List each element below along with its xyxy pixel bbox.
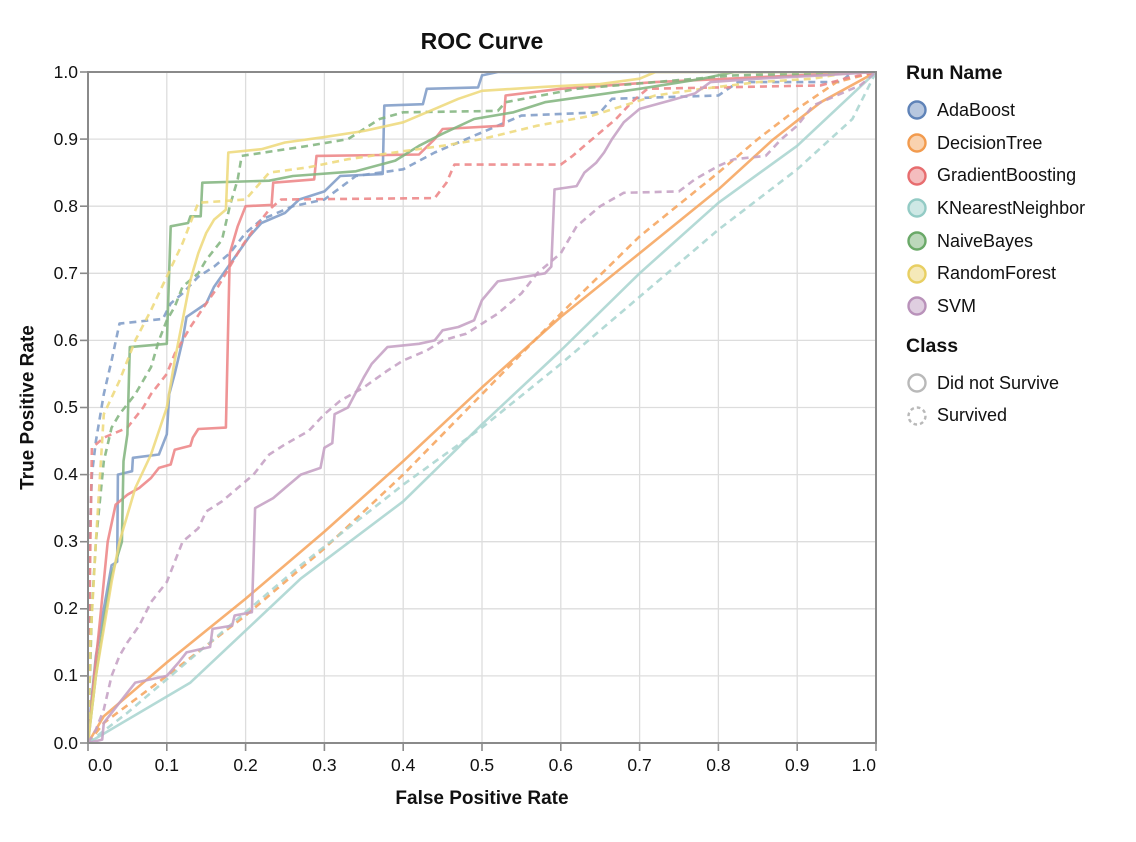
legend-class-item: Did not Survive (906, 367, 1131, 400)
legend-run-items: AdaBoost DecisionTree GradientBoosting KNea… (906, 94, 1131, 323)
legend-run-item: DecisionTree (906, 127, 1131, 160)
legend-run-item: SVM (906, 290, 1131, 323)
legend-run-item: AdaBoost (906, 94, 1131, 127)
y-tick-label: 0.8 (53, 195, 78, 216)
legend-class-item: Survived (906, 400, 1131, 433)
legend-swatch (907, 198, 927, 219)
x-tick-label: 0.1 (154, 755, 179, 775)
y-tick-label: 0.1 (53, 665, 78, 686)
legend-run-title: Run Name (906, 62, 1003, 84)
x-tick-label: 1.0 (851, 755, 876, 775)
legend-run-item: RandomForest (906, 257, 1131, 290)
roc-curve-naivebayes-survived (88, 72, 876, 743)
legend-swatch (907, 231, 927, 251)
legend-run-label: KNearestNeighbor (937, 197, 1086, 218)
legend-run-item: GradientBoosting (906, 159, 1131, 192)
roc-curve-adaboost-did-not-survive (88, 72, 876, 743)
roc-curve-decisiontree-did-not-survive (88, 72, 876, 743)
roc-curve-gradientboosting-survived (88, 72, 876, 743)
y-tick-label: 0.6 (53, 329, 78, 350)
x-tick-label: 0.8 (706, 755, 731, 775)
y-tick-label: 0.3 (53, 531, 78, 552)
legend-class-title: Class (906, 334, 959, 357)
x-tick-label: 0.3 (312, 755, 337, 775)
legend-run-label: GradientBoosting (937, 165, 1077, 186)
legend-swatch (907, 133, 927, 153)
roc-curves (88, 72, 876, 743)
y-tick-label: 0.5 (53, 397, 78, 417)
roc-curve-svm-did-not-survive (88, 72, 876, 743)
y-tick-label: 0.4 (53, 464, 78, 485)
plot-border (87, 71, 877, 744)
legend: Run Name AdaBoost DecisionTree GradientBoo… (906, 62, 1131, 432)
legend-swatch (907, 166, 927, 186)
legend-swatch (907, 373, 927, 393)
roc-curve-knearestneighbor-did-not-survive (88, 72, 876, 743)
y-tick-label: 0.9 (53, 128, 78, 149)
x-tick-label: 0.7 (627, 755, 652, 775)
roc-curve-randomforest-did-not-survive (88, 72, 876, 743)
roc-curve-knearestneighbor-survived (88, 72, 876, 743)
legend-class-label: Did not Survive (937, 372, 1060, 393)
roc-curve-adaboost-survived (88, 72, 876, 743)
y-axis-title: True Positive Rate (17, 325, 39, 490)
x-tick-label: 0.2 (233, 755, 258, 775)
x-tick-label: 0.0 (88, 755, 113, 775)
legend-class-items: Did not Survive Survived (906, 367, 1131, 432)
legend-run-item: NaiveBayes (906, 225, 1131, 258)
legend-class-label: Survived (937, 405, 1008, 426)
x-axis-title: False Positive Rate (395, 788, 569, 809)
roc-curve-decisiontree-survived (88, 72, 876, 743)
roc-curve-randomforest-survived (88, 72, 876, 743)
legend-swatch (907, 406, 927, 426)
roc-curve-svm-survived (88, 72, 876, 743)
y-tick-label: 0.2 (53, 598, 78, 619)
legend-swatch (907, 296, 927, 317)
legend-run-label: SVM (937, 295, 977, 316)
legend-run-label: AdaBoost (937, 99, 1016, 120)
legend-run-label: DecisionTree (937, 132, 1043, 153)
legend-swatch (907, 264, 927, 284)
x-tick-label: 0.9 (785, 755, 810, 775)
legend-swatch (907, 100, 927, 121)
roc-curve-gradientboosting-did-not-survive (88, 72, 876, 743)
x-tick-label: 0.6 (548, 755, 573, 775)
legend-run-label: NaiveBayes (937, 230, 1034, 251)
y-tick-label: 0.0 (53, 732, 78, 753)
legend-run-label: RandomForest (937, 263, 1057, 284)
x-tick-label: 0.5 (469, 755, 495, 775)
y-tick-label: 0.7 (53, 262, 78, 283)
x-tick-label: 0.4 (391, 755, 416, 775)
y-tick-label: 1.0 (53, 61, 78, 82)
chart-title: ROC Curve (420, 28, 544, 54)
legend-run-item: KNearestNeighbor (906, 192, 1131, 225)
